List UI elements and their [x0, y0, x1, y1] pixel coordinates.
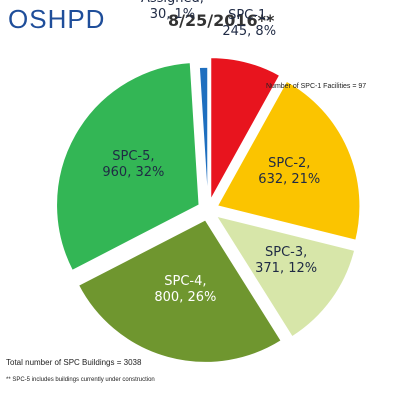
slice-label-not-assigned: NotAssigned,30, 1% — [141, 0, 204, 22]
slice-label-spc-4: SPC-4, 800, 26% — [154, 274, 216, 305]
slice-label-spc-3: SPC-3, 371, 12% — [255, 245, 317, 276]
pie-slice-spc-1 — [209, 56, 281, 204]
chart-date: 8/25/2016** — [168, 11, 275, 30]
slice-label-spc-1: SPC-1, 245, 8% — [222, 8, 276, 39]
spc1-facilities-note: Number of SPC-1 Facilities = 97 — [266, 83, 367, 90]
pie-slice-not-assigned — [198, 66, 209, 211]
pie-slice-spc-4 — [77, 218, 283, 364]
pie-slice-spc-2 — [216, 79, 361, 242]
pie-slice-spc-3 — [214, 214, 356, 339]
footnote: ** SPC-5 includes buildings currently un… — [6, 377, 155, 383]
total-buildings-note: Total number of SPC Buildings = 3038 — [6, 358, 142, 367]
slice-label-spc-2: SPC-2, 632, 21% — [258, 156, 320, 187]
pie-slice-spc-5 — [55, 61, 201, 272]
oshpd-logo: OSHPD — [8, 4, 106, 34]
slice-label-spc-5: SPC-5, 960, 32% — [102, 149, 164, 180]
